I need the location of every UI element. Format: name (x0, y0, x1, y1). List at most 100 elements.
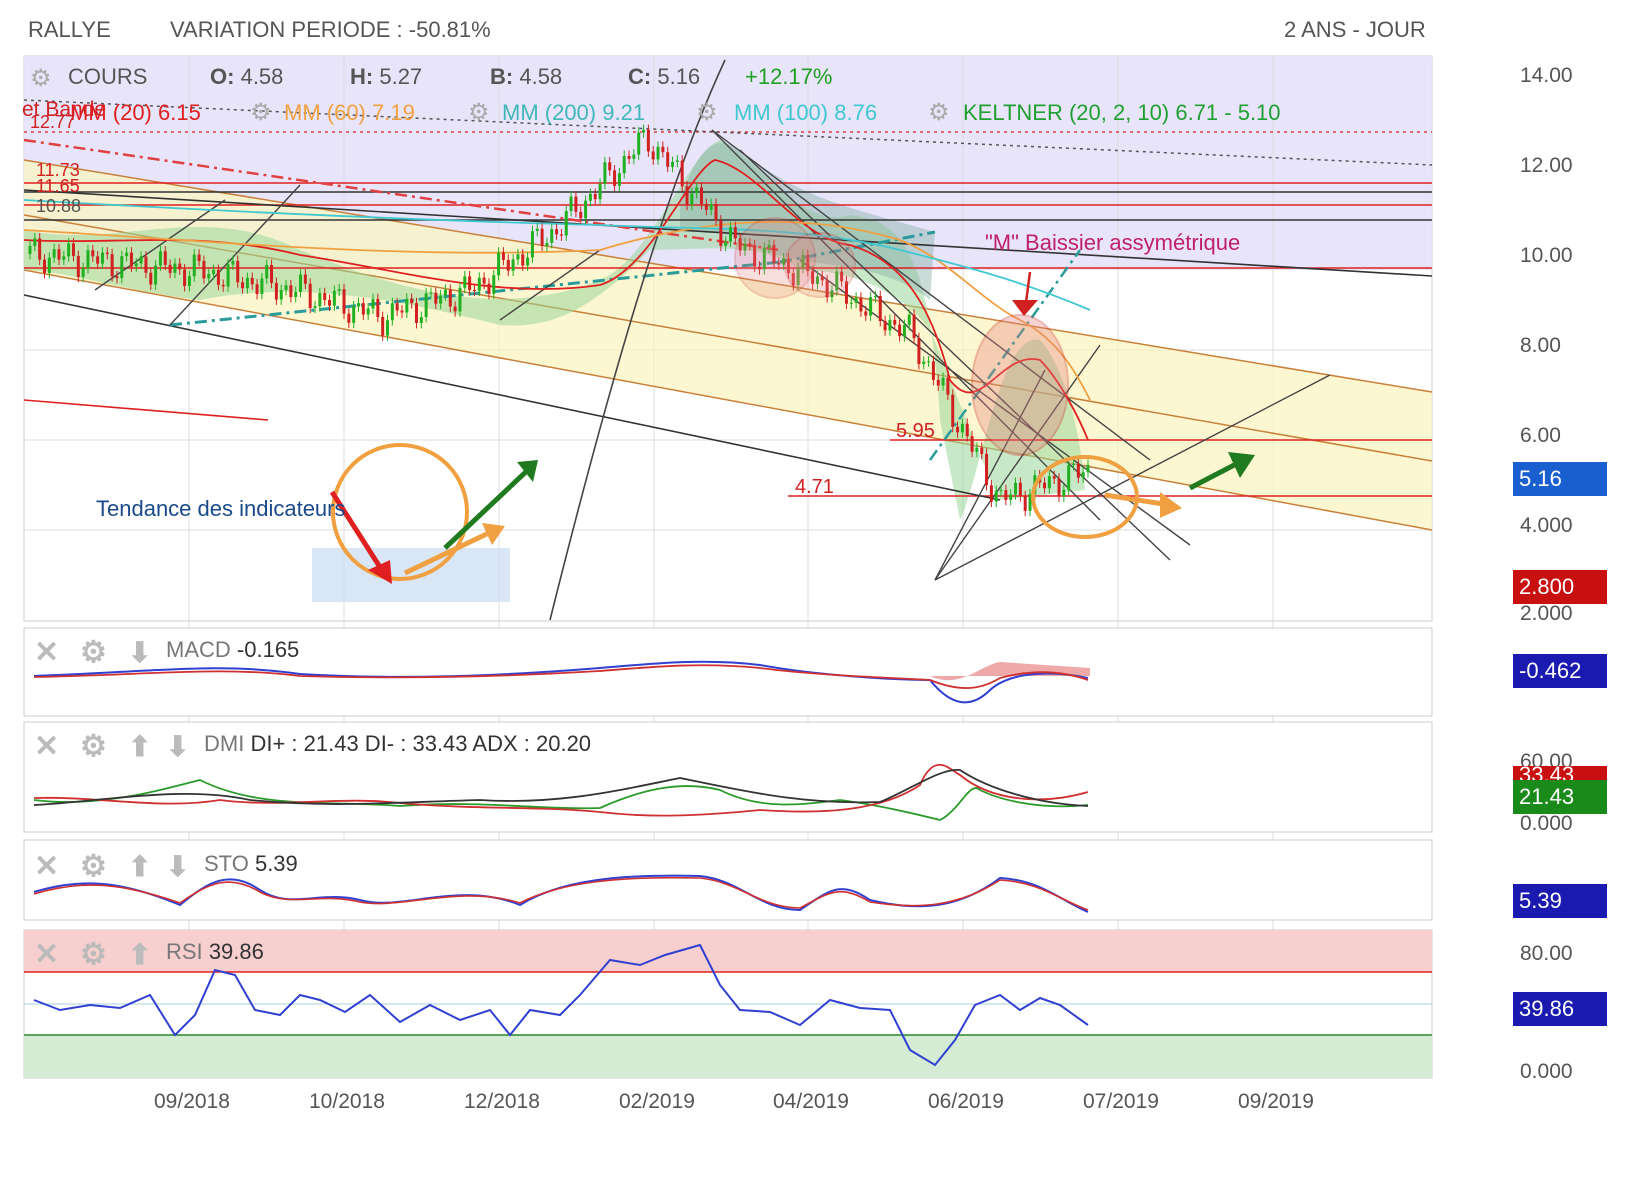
candle-body (893, 319, 897, 325)
candle-body (825, 280, 829, 298)
candle-body (202, 261, 206, 279)
rsi-oversold-zone (24, 1035, 1432, 1078)
trend-channel (24, 160, 1432, 530)
candle-body (1086, 464, 1090, 473)
x-tick-0: 09/2018 (154, 1090, 230, 1113)
candle-body (603, 162, 607, 184)
keltner-label[interactable]: KELTNER (20, 2, 10) 6.71 - 5.10 (963, 100, 1281, 125)
candle-body (820, 276, 824, 281)
candle-body (357, 303, 361, 307)
dmi-name: DMI (204, 731, 245, 756)
mm60-line (23, 221, 1091, 401)
macd-gear-icon: ⚙ (80, 636, 107, 669)
candle-body (782, 258, 786, 265)
rsi-value: 39.86 (208, 939, 264, 964)
cours-gear-icon: ⚙ (30, 65, 52, 92)
mm100-line (23, 199, 1091, 311)
rsi-line (33, 943, 1089, 1067)
change-value: +12.17% (745, 64, 833, 89)
candle-body (385, 320, 389, 336)
period-label[interactable]: 2 ANS - JOUR (1284, 17, 1426, 42)
mm60-gear-icon: ⚙ (250, 99, 272, 126)
candle-body (144, 256, 148, 273)
m-pattern-ellipse (971, 314, 1069, 456)
candle-body (550, 229, 554, 243)
mm20-label[interactable]: MM (20) 6.15 (70, 100, 201, 125)
candle-body (303, 274, 307, 284)
last-price-badge: 5.16 (1513, 462, 1607, 496)
macd-down-icon: ⬇ (128, 637, 151, 668)
candle-body (434, 292, 438, 304)
long-trendline (23, 189, 1433, 277)
dmi-up-icon: ⬆ (128, 731, 151, 762)
price-candles (28, 124, 1090, 517)
candle-body (613, 170, 617, 186)
left-level-1: 12.77 (30, 112, 76, 132)
candle-body (506, 259, 510, 271)
close-value: 5.16 (657, 64, 701, 89)
rsi-badge: 39.86 (1513, 992, 1607, 1026)
candle-body (284, 285, 288, 291)
sto-name: STO (204, 851, 249, 876)
candle-body (115, 276, 119, 279)
dmi-value: DI+ : 21.43 DI- : 33.43 ADX : 20.20 (250, 731, 592, 756)
dmi-minus-badge: 33.43 (1513, 766, 1607, 784)
candle-body (526, 257, 530, 266)
symbol-label: RALLYE (28, 17, 111, 42)
candle-body (501, 252, 505, 260)
candle-body (545, 242, 549, 247)
macd-signal-line (33, 664, 1089, 689)
candle-body (960, 423, 964, 433)
price-tick-4: 4.000 (1520, 514, 1573, 537)
sto-d-line (33, 876, 1089, 911)
x-tick-6: 07/2019 (1083, 1090, 1159, 1113)
mm60-label[interactable]: MM (60) 7.19 (284, 100, 415, 125)
candle-body (1072, 463, 1076, 465)
candle-body (584, 200, 588, 219)
candle-body (381, 316, 385, 336)
candle-body (120, 256, 124, 279)
candle-body (941, 377, 945, 386)
candle-body (1014, 482, 1018, 495)
candle-body (183, 269, 187, 287)
candle-body (772, 245, 776, 263)
candle-body (951, 394, 955, 427)
candle-body (651, 151, 655, 160)
candle-body (511, 259, 515, 271)
cours-label[interactable]: COURS (68, 64, 148, 89)
mm200-label[interactable]: MM (200) 9.21 (502, 100, 646, 125)
macd-badge: -0.462 (1513, 654, 1607, 688)
candle-body (617, 173, 621, 186)
candle-body (970, 436, 974, 452)
candle-body (279, 290, 283, 300)
candle-body (593, 193, 597, 200)
mm100-label[interactable]: MM (100) 8.76 (734, 100, 878, 125)
macd-close-icon: ✕ (34, 636, 59, 669)
candle-body (163, 251, 167, 265)
panel-controls: ✕ ⚙ ⬇ ✕ ⚙ ⬆ ⬇ ✕ ⚙ ⬆ ⬇ ✕ ⚙ ⬆ (34, 636, 190, 972)
adx-line (33, 769, 1089, 807)
candle-body (767, 245, 771, 248)
candle-body (492, 275, 496, 294)
candle-body (791, 273, 795, 286)
trend-label: Tendance des indicateurs (96, 496, 346, 521)
candle-body (902, 324, 906, 337)
macd-label: MACD -0.165 (166, 637, 299, 663)
candle-body (854, 297, 858, 303)
candle-body (86, 250, 90, 269)
rsi-close-icon: ✕ (34, 938, 59, 971)
candle-body (695, 187, 699, 194)
dmi-close-icon: ✕ (34, 730, 59, 763)
open-value: 4.58 (240, 64, 284, 89)
trend-orange-arrow-head (482, 523, 505, 545)
dmi-minus-line (33, 763, 1089, 817)
candle-body (289, 285, 293, 297)
candle-body (883, 321, 887, 331)
x-tick-7: 09/2019 (1238, 1090, 1314, 1113)
candle-body (173, 263, 177, 273)
candle-body (975, 447, 979, 452)
candle-body (139, 256, 143, 264)
x-tick-1: 10/2018 (309, 1090, 385, 1113)
candle-body (521, 254, 525, 266)
